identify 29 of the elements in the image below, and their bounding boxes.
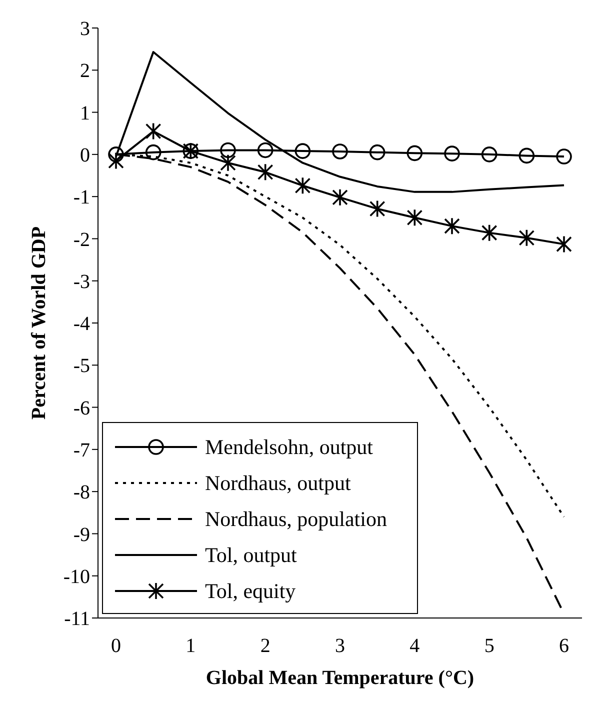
legend-label: Tol, output	[205, 542, 297, 568]
y-tick-label: 3	[80, 18, 90, 40]
y-tick-label: -6	[73, 397, 90, 420]
y-tick-label: -2	[73, 228, 90, 251]
x-tick-label: 5	[484, 635, 494, 658]
legend-label: Nordhaus, population	[205, 506, 387, 532]
x-tick-label: 3	[335, 635, 345, 658]
x-tick-label: 1	[186, 635, 196, 658]
x-tick-label: 2	[260, 635, 270, 658]
y-tick-label: 0	[80, 144, 90, 167]
x-axis-title: Global Mean Temperature (°C)	[206, 667, 474, 689]
y-tick-label: -3	[73, 270, 90, 293]
legend-label: Tol, equity	[205, 578, 296, 604]
y-tick-label: -10	[63, 566, 90, 588]
y-tick-label: 1	[80, 102, 90, 124]
y-tick-label: -4	[73, 313, 90, 336]
x-tick-label: 0	[111, 635, 121, 658]
y-tick-label: 2	[80, 60, 90, 82]
y-tick-label: -9	[73, 524, 90, 546]
y-tick-label: -11	[64, 608, 90, 630]
x-tick-label: 6	[559, 635, 569, 658]
y-tick-label: -8	[73, 482, 90, 504]
y-tick-label: -7	[73, 440, 90, 462]
y-axis-title: Percent of World GDP	[28, 226, 50, 420]
legend-label: Mendelsohn, output	[205, 434, 373, 460]
legend-label: Nordhaus, output	[205, 470, 351, 496]
x-tick-label: 4	[410, 635, 420, 658]
y-tick-label: -1	[73, 186, 90, 209]
y-tick-label: -5	[73, 355, 90, 378]
